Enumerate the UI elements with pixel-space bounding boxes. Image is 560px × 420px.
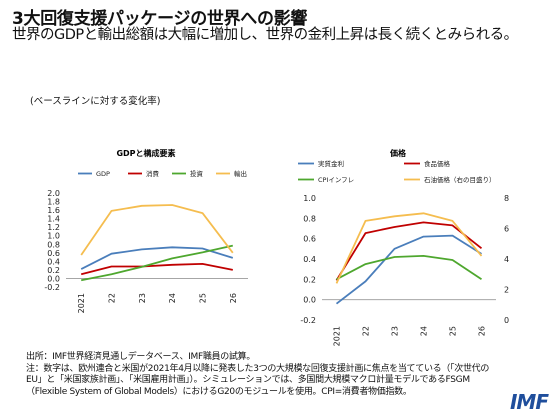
price-y2tick-label: 8 (504, 194, 509, 203)
price-y2tick-label: 0 (504, 316, 509, 325)
price-xtick-label: 23 (391, 326, 400, 336)
gdp-ytick-label: 0.8 (47, 240, 60, 249)
price-ytick-label: 0.2 (303, 275, 316, 284)
price-ytick-label: 0.8 (303, 214, 316, 223)
units-note: (ベースラインに対する変化率) (30, 96, 161, 107)
gdp-legend-label-0: GDP (96, 170, 110, 178)
gdp-series-line-3 (80, 204, 234, 256)
price-xtick-label: 24 (420, 326, 429, 336)
price-xtick-label: 2021 (333, 326, 342, 346)
price-ytick-label: 0.4 (303, 255, 316, 264)
gdp-series-line-0 (80, 246, 234, 270)
gdp-ytick-label: 0.0 (47, 274, 60, 283)
gdp-xtick-label: 24 (168, 293, 177, 303)
price-legend-label-0: 実質金利 (318, 159, 344, 168)
price-xtick-label: 26 (478, 326, 487, 336)
price-xtick-label: 25 (449, 326, 458, 336)
gdp-legend-label-1: 消費 (146, 169, 160, 178)
footer: 出所：IMF世界経済見通しデータベース、IMF職員の試算。 注：数字は、欧州連合… (26, 352, 494, 398)
gdp-ytick-label: 1.0 (47, 232, 60, 241)
gdp-chart-title: GDPと構成要素 (116, 148, 175, 158)
price-series-line-2 (336, 254, 482, 281)
footer-note: 注：数字は、欧州連合と米国が2021年4月以降に発表した3つの大規模な回復支援計… (26, 363, 490, 397)
gdp-ytick-label: 1.4 (47, 215, 60, 224)
price-xtick-label: 22 (362, 326, 371, 336)
price-legend-label-1: 食品価格 (424, 159, 451, 168)
gdp-ytick-label: 2.0 (47, 189, 60, 198)
price-legend-label-3: 石油価格（右の目盛り） (424, 175, 496, 184)
price-series-line-1 (335, 221, 483, 281)
gdp-ytick-label: 1.8 (47, 198, 60, 207)
price-series-line-0 (335, 234, 482, 305)
gdp-ytick-label: 0.4 (47, 257, 60, 266)
gdp-xtick-label: 25 (199, 293, 208, 303)
price-series-line-3 (335, 212, 483, 284)
imf-logo: IMF (509, 390, 549, 414)
page-title: 3大回復支援パッケージの世界への影響 (12, 9, 308, 29)
price-y2tick-label: 4 (504, 255, 509, 264)
gdp-ytick-label: 1.2 (47, 223, 60, 232)
price-y2tick-label: 2 (504, 286, 509, 295)
price-ytick-label: 0.6 (303, 235, 316, 244)
gdp-xtick-label: 2021 (77, 293, 86, 313)
gdp-ytick-label: 0.6 (47, 249, 60, 258)
page-subtitle: 世界のGDPと輸出総額は大幅に増加し、世界の金利上昇は長く続くとみられる。 (12, 27, 518, 43)
price-ytick-label: 1.0 (303, 194, 316, 203)
price-chart-title: 価格 (389, 148, 407, 158)
price-ytick-label: -0.2 (300, 316, 316, 325)
gdp-series-line-2 (81, 244, 233, 282)
gdp-ytick-label: 0.2 (47, 266, 60, 275)
price-y2tick-label: 6 (504, 225, 509, 234)
price-ytick-label: 0.0 (303, 296, 316, 305)
gdp-xtick-label: 23 (138, 293, 147, 303)
gdp-legend-label-3: 輸出 (234, 169, 247, 178)
gdp-ytick-label: -0.2 (44, 283, 60, 292)
price-legend-label-2: CPIインフレ (318, 176, 354, 184)
footer-source: 出所：IMF世界経済見通しデータベース、IMF職員の試算。 (26, 352, 256, 362)
gdp-ytick-label: 1.6 (47, 206, 60, 215)
gdp-xtick-label: 22 (108, 293, 117, 303)
gdp-legend-label-2: 投資 (190, 169, 204, 178)
gdp-series-line-1 (80, 262, 233, 276)
gdp-xtick-label: 26 (229, 293, 238, 303)
